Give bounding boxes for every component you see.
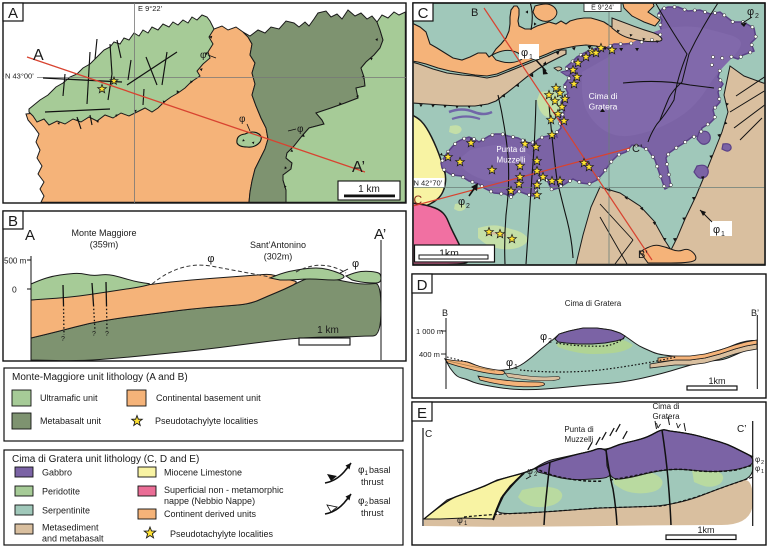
svg-text:Gabbro: Gabbro [42, 468, 72, 478]
svg-text:N 42°70’: N 42°70’ [414, 179, 443, 188]
svg-text:φ: φ [239, 114, 246, 125]
svg-text:1 km: 1 km [317, 325, 339, 336]
svg-text:(359m): (359m) [90, 240, 119, 250]
svg-text:Cima di Gratera unit lithology: Cima di Gratera unit lithology (C, D and… [12, 454, 199, 465]
svg-text:B’: B’ [638, 249, 648, 261]
svg-text:Peridotite: Peridotite [42, 487, 80, 497]
svg-text:and metabasalt: and metabasalt [42, 534, 104, 544]
svg-text:φ: φ [358, 465, 365, 476]
svg-text:thrust: thrust [361, 508, 384, 518]
svg-text:Continental basement unit: Continental basement unit [156, 393, 261, 403]
svg-text:φ: φ [755, 464, 760, 473]
svg-text:nappe (Nebbio Nappe): nappe (Nebbio Nappe) [164, 496, 255, 506]
svg-text:Punta di: Punta di [564, 425, 594, 434]
svg-text:2: 2 [534, 472, 538, 478]
svg-text:φ: φ [358, 496, 365, 507]
svg-text:2: 2 [365, 501, 369, 508]
svg-text:basal: basal [369, 496, 391, 506]
svg-text:Muzzelli: Muzzelli [497, 156, 526, 165]
svg-text:E: E [417, 405, 427, 422]
svg-text:A’: A’ [374, 226, 386, 243]
svg-text:Gratera: Gratera [589, 102, 618, 112]
svg-text:Muzzelli: Muzzelli [565, 435, 594, 444]
svg-text:0: 0 [12, 285, 17, 295]
svg-text:?: ? [61, 336, 65, 343]
svg-text:φ: φ [506, 357, 513, 369]
svg-text:1km: 1km [708, 376, 725, 386]
svg-text:thrust: thrust [361, 477, 384, 487]
svg-text:D: D [417, 277, 428, 294]
svg-text:φ: φ [747, 6, 754, 18]
svg-text:Continent derived units: Continent derived units [164, 509, 257, 519]
svg-text:Metabasalt unit: Metabasalt unit [40, 416, 102, 426]
svg-text:1 000 m: 1 000 m [416, 327, 443, 336]
svg-text:500 m: 500 m [4, 257, 27, 266]
svg-text:A: A [33, 47, 44, 64]
svg-text:1km: 1km [697, 525, 714, 535]
svg-text:?: ? [105, 331, 109, 338]
svg-text:φ: φ [713, 224, 720, 236]
svg-text:B’: B’ [751, 308, 759, 318]
svg-text:φ: φ [457, 515, 463, 525]
svg-text:Punta di: Punta di [496, 145, 526, 154]
svg-text:A’: A’ [352, 159, 365, 176]
svg-text:φ: φ [200, 50, 207, 61]
svg-text:φ: φ [458, 196, 465, 208]
svg-text:A: A [8, 5, 18, 22]
svg-text:Sant’Antonino: Sant’Antonino [250, 240, 306, 250]
svg-text:Gratera: Gratera [652, 412, 680, 421]
svg-text:Monte-Maggiore unit lithology: Monte-Maggiore unit lithology (A and B) [12, 372, 188, 383]
svg-text:1: 1 [529, 54, 533, 61]
svg-text:φ: φ [207, 253, 214, 265]
svg-text:?: ? [92, 331, 96, 338]
svg-text:N 43°00’: N 43°00’ [5, 72, 34, 81]
svg-text:A: A [25, 227, 35, 244]
svg-text:Metasediment: Metasediment [42, 523, 99, 533]
svg-text:E 9°24’: E 9°24’ [591, 4, 614, 12]
svg-text:φ: φ [297, 124, 304, 135]
svg-text:φ: φ [540, 331, 547, 343]
svg-text:1: 1 [464, 521, 468, 527]
svg-text:φ: φ [527, 466, 533, 476]
svg-text:1: 1 [721, 231, 725, 238]
svg-text:Serpentinite: Serpentinite [42, 506, 90, 516]
svg-text:E 9°22’: E 9°22’ [138, 4, 163, 13]
svg-text:B: B [471, 7, 478, 19]
svg-text:(302m): (302m) [264, 252, 293, 262]
svg-text:Cima di: Cima di [589, 91, 618, 101]
svg-text:C’: C’ [632, 143, 642, 155]
svg-text:400 m: 400 m [419, 350, 440, 359]
svg-text:φ: φ [755, 455, 760, 464]
svg-text:basal: basal [369, 465, 391, 475]
svg-text:Cima di Gratera: Cima di Gratera [565, 299, 622, 308]
svg-text:2: 2 [466, 203, 470, 210]
svg-text:2: 2 [761, 460, 764, 466]
svg-text:Pseudotachylyte localities: Pseudotachylyte localities [155, 416, 259, 426]
svg-text:B: B [8, 213, 18, 230]
svg-text:Monte Maggiore: Monte Maggiore [71, 228, 136, 238]
svg-text:1: 1 [761, 469, 764, 475]
svg-text:Ultramafic unit: Ultramafic unit [40, 393, 98, 403]
svg-text:Pseudotachylyte localities: Pseudotachylyte localities [170, 529, 274, 539]
svg-text:B: B [442, 308, 448, 318]
svg-text:Superficial non - metamorphic: Superficial non - metamorphic [164, 485, 284, 495]
svg-text:φ: φ [521, 47, 528, 59]
svg-text:2: 2 [755, 13, 759, 20]
svg-text:C’: C’ [737, 424, 746, 435]
svg-text:1: 1 [365, 470, 369, 477]
svg-text:Miocene Limestone: Miocene Limestone [164, 468, 242, 478]
svg-text:Cima di: Cima di [652, 402, 679, 411]
svg-text:C: C [414, 193, 423, 207]
svg-text:1 km: 1 km [358, 184, 380, 195]
svg-text:C: C [418, 5, 429, 22]
svg-text:φ: φ [352, 258, 359, 270]
svg-text:C: C [425, 429, 432, 440]
svg-text:1: 1 [514, 364, 518, 371]
svg-text:2: 2 [548, 338, 552, 345]
